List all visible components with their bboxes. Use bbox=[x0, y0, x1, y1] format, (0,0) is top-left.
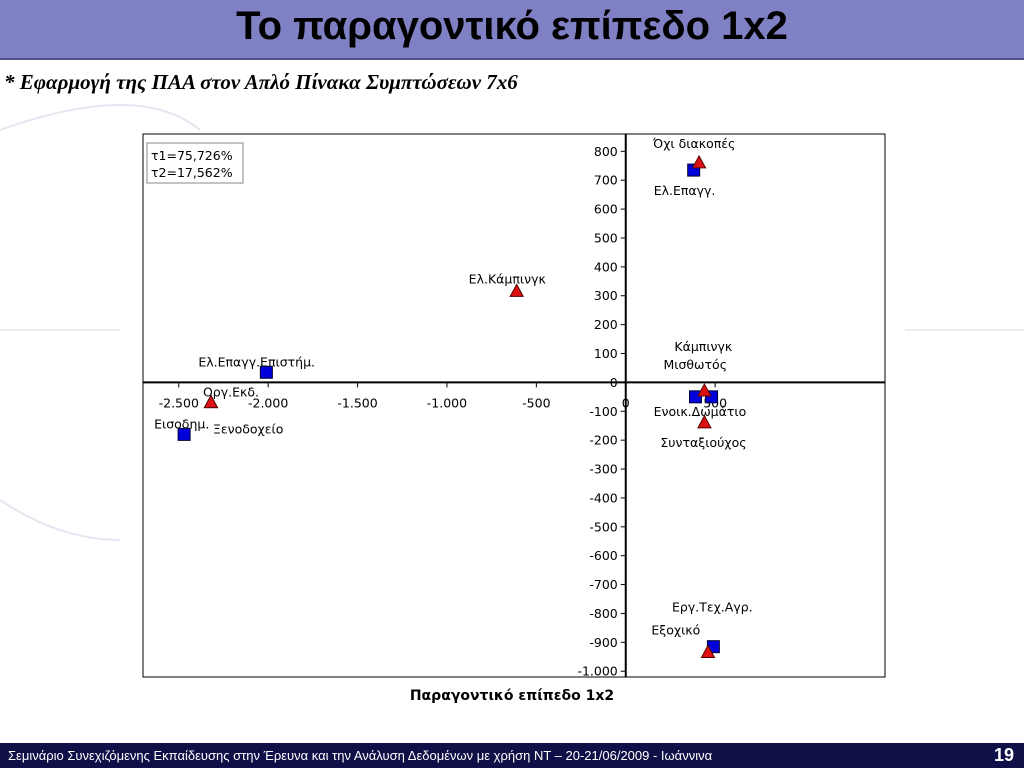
triangle-point-marker bbox=[700, 644, 716, 658]
slide-title: Το παραγοντικό επίπεδο 1x2 bbox=[236, 4, 788, 48]
point-label: Όχι διακοπές bbox=[652, 136, 735, 151]
y-tick-label: -1.000 bbox=[577, 664, 617, 679]
y-tick-label: -800 bbox=[589, 606, 617, 621]
y-tick-label: -500 bbox=[589, 519, 617, 534]
x-axis-label: Παραγοντικό επίπεδο 1x2 bbox=[410, 688, 614, 704]
inertia-text: τ2=17,562% bbox=[151, 165, 233, 180]
footer-text: Σεμινάριο Συνεχιζόμενης Εκπαίδευσης στην… bbox=[8, 748, 713, 763]
triangle-point-marker bbox=[203, 394, 219, 409]
point-label: Κάμπινγκ bbox=[674, 339, 733, 354]
x-tick-label: -500 bbox=[522, 395, 550, 410]
y-tick-label: 200 bbox=[594, 317, 618, 332]
point-label: Εργ.Τεχ.Αγρ. bbox=[672, 599, 753, 614]
point-label: Μισθωτός bbox=[663, 357, 727, 372]
inertia-box bbox=[146, 142, 244, 184]
square-point-marker bbox=[177, 427, 191, 441]
point-label: Εισοδημ. bbox=[154, 416, 209, 431]
y-tick-label: -400 bbox=[589, 490, 617, 505]
x-tick-label: 0 bbox=[622, 395, 630, 410]
square-point-marker bbox=[688, 390, 702, 404]
y-tick-label: 400 bbox=[594, 259, 618, 274]
x-tick-label: -2.000 bbox=[248, 395, 288, 410]
footer-bar: Σεμινάριο Συνεχιζόμενης Εκπαίδευσης στην… bbox=[0, 743, 1024, 768]
inertia-text: τ1=75,726% bbox=[151, 148, 233, 163]
factor-plane-chart: -2.500 -2.000 -1.500 -1.000 -500 0 500 800 700 60… bbox=[142, 133, 886, 704]
y-tick-label: -900 bbox=[589, 635, 617, 650]
x-tick-label: -1.000 bbox=[427, 395, 467, 410]
page-number: 19 bbox=[993, 745, 1014, 765]
point-label: Ελ.Κάμπινγκ bbox=[469, 271, 547, 286]
triangle-point-marker bbox=[509, 283, 525, 297]
chart-frame bbox=[142, 133, 886, 678]
y-tick-label: 700 bbox=[594, 173, 618, 188]
y-tick-label: 800 bbox=[594, 144, 618, 159]
y-tick-label: 600 bbox=[594, 202, 618, 217]
square-point-marker bbox=[259, 365, 273, 379]
triangle-point-marker bbox=[691, 154, 707, 169]
y-tick-label: -200 bbox=[589, 433, 617, 448]
point-label: Εξοχικό bbox=[651, 623, 700, 638]
title-bar: Το παραγοντικό επίπεδο 1x2 bbox=[0, 0, 1024, 60]
point-label: Συνταξιούχος bbox=[660, 435, 746, 450]
x-tick-label: -2.500 bbox=[159, 395, 199, 410]
x-tick-label: -1.500 bbox=[337, 395, 377, 410]
y-tick-label: -700 bbox=[589, 577, 617, 592]
triangle-point-marker bbox=[697, 383, 712, 397]
y-tick-label: -100 bbox=[589, 404, 617, 419]
y-tick-label: -300 bbox=[589, 462, 617, 477]
point-label: Ξενοδοχείο bbox=[213, 422, 283, 437]
slide-subtitle: * Εφαρμογή της ΠΑΑ στον Απλό Πίνακα Συμπ… bbox=[4, 70, 518, 94]
y-tick-label: 500 bbox=[594, 230, 618, 245]
point-label: Ελ.Επαγγ. bbox=[654, 183, 716, 198]
y-tick-label: 300 bbox=[594, 288, 618, 303]
point-label: Οργ.Εκδ. bbox=[203, 385, 259, 400]
point-label: Ενοικ.Δωμάτιο bbox=[654, 404, 747, 419]
triangle-point-marker bbox=[697, 414, 712, 429]
y-tick-label: 0 bbox=[610, 375, 618, 390]
y-tick-label: -600 bbox=[589, 548, 617, 563]
point-label: Ελ.Επαγγ.Επιστήμ. bbox=[198, 354, 315, 369]
y-tick-label: 100 bbox=[594, 346, 618, 361]
